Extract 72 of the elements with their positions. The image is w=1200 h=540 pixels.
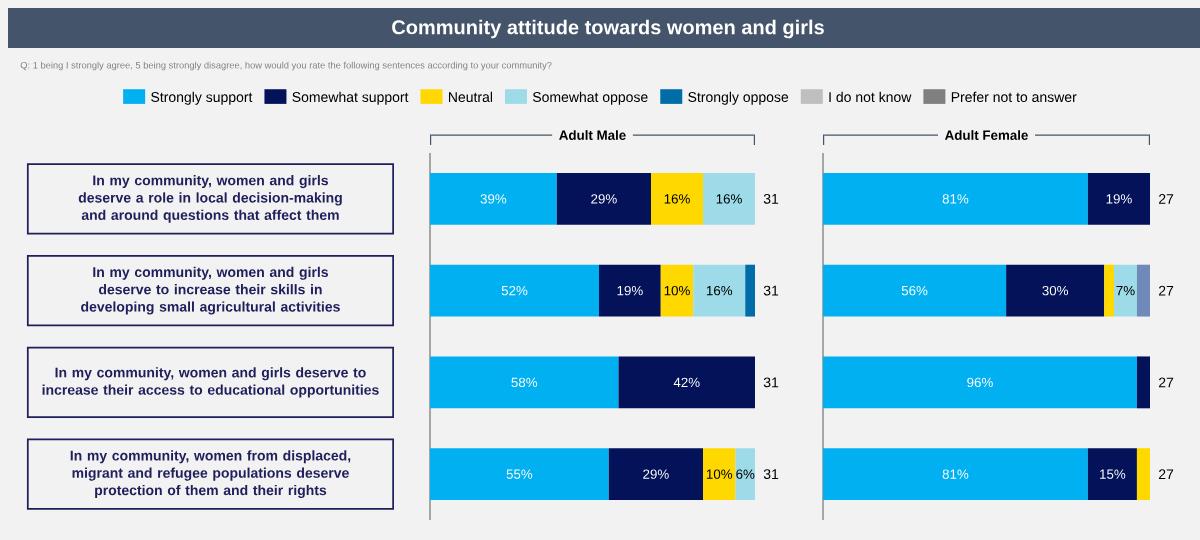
data-label: 16% bbox=[716, 194, 742, 204]
bar bbox=[1104, 264, 1115, 317]
data-label: 7% bbox=[1116, 285, 1135, 296]
bar bbox=[430, 448, 609, 501]
data-label: 56% bbox=[901, 285, 928, 296]
data-label: 16% bbox=[664, 194, 690, 204]
data-label: 39% bbox=[480, 194, 507, 204]
y-tick-label: In my community, women and girls deserve to increase their skills in developing small agricultural activities bbox=[81, 266, 340, 315]
bar bbox=[1006, 264, 1105, 317]
bar bbox=[1136, 264, 1151, 317]
data-label: 52% bbox=[501, 285, 528, 296]
legend-label: Somewhat support bbox=[292, 91, 409, 105]
data-label: 55% bbox=[506, 469, 533, 479]
y-tick-label: In my community, women and girls deserve a role in local decision-making and around questions that affect them bbox=[78, 175, 342, 223]
text: 27 bbox=[1158, 285, 1174, 296]
bar bbox=[823, 172, 1088, 225]
data-label: 29% bbox=[643, 469, 669, 479]
bar bbox=[703, 448, 736, 501]
bar bbox=[651, 172, 703, 225]
data-label: 15% bbox=[1100, 469, 1126, 479]
y-tick-label: In my community, women and girls deserve to increase their access to educational opportunities bbox=[42, 367, 379, 398]
chart-title: Community attitude towards women and girls bbox=[392, 19, 824, 39]
bar bbox=[745, 264, 755, 317]
data-label: 29% bbox=[591, 194, 617, 204]
bar bbox=[1087, 448, 1137, 501]
legend-label: I do not know bbox=[829, 91, 912, 103]
data-label: 96% bbox=[967, 377, 993, 388]
data-label: 58% bbox=[511, 377, 538, 388]
text: 27 bbox=[1158, 194, 1174, 204]
bar bbox=[430, 172, 557, 225]
legend-label: Strongly support bbox=[151, 91, 253, 105]
bar bbox=[430, 356, 619, 409]
y-tick-label: In my community, women from displaced, migrant and refugee populations deserve protection of them and their rights bbox=[70, 450, 351, 499]
bar bbox=[1114, 264, 1137, 317]
bar bbox=[703, 172, 755, 225]
text: 27 bbox=[1158, 377, 1174, 388]
legend-label: Strongly oppose bbox=[688, 91, 789, 105]
text: Q: 1 being I strongly agree, 5 being strongly disagree, how would you rate the following sentences according to your community? bbox=[20, 61, 552, 71]
legend-label: Prefer not to answer bbox=[951, 91, 1077, 103]
text: 27 bbox=[1158, 469, 1174, 480]
bar bbox=[693, 264, 746, 317]
x-axis-title: Adult Male bbox=[559, 130, 626, 140]
data-label: 30% bbox=[1042, 285, 1069, 296]
data-label: 6% bbox=[736, 469, 755, 479]
data-label: 10% bbox=[664, 285, 690, 296]
data-label: 19% bbox=[617, 285, 643, 296]
bar bbox=[608, 448, 703, 501]
data-label: 16% bbox=[706, 285, 733, 296]
bar bbox=[1087, 172, 1151, 225]
x-axis-title: Adult Female bbox=[944, 130, 1028, 140]
data-label: 81% bbox=[942, 194, 969, 204]
text: 31 bbox=[763, 285, 779, 296]
bar bbox=[599, 264, 661, 317]
bar bbox=[823, 264, 1007, 317]
bar bbox=[618, 356, 755, 409]
text: 31 bbox=[763, 377, 779, 388]
bar bbox=[823, 356, 1137, 409]
data-label: 10% bbox=[706, 469, 733, 479]
bar bbox=[430, 264, 599, 317]
data-label: 81% bbox=[942, 469, 969, 479]
bar bbox=[1136, 448, 1151, 501]
legend-label: Somewhat oppose bbox=[532, 91, 648, 105]
bar bbox=[660, 264, 694, 317]
data-label: 42% bbox=[673, 377, 700, 388]
data-label: 19% bbox=[1106, 194, 1132, 204]
bar bbox=[735, 448, 755, 501]
bar bbox=[556, 172, 651, 225]
bar bbox=[823, 448, 1088, 501]
text: 31 bbox=[763, 193, 779, 204]
bar bbox=[1136, 356, 1151, 409]
legend-label: Neutral bbox=[448, 91, 493, 103]
text: 31 bbox=[763, 469, 779, 480]
